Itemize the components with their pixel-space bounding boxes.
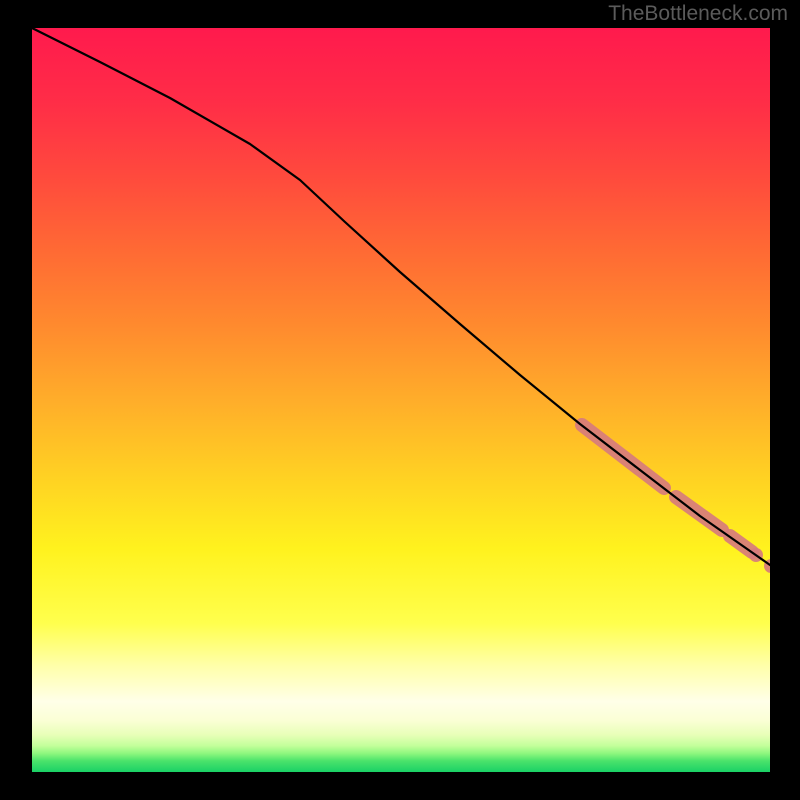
plot-svg <box>0 0 800 800</box>
chart-frame: TheBottleneck.com <box>0 0 800 800</box>
gradient-background <box>32 28 770 772</box>
